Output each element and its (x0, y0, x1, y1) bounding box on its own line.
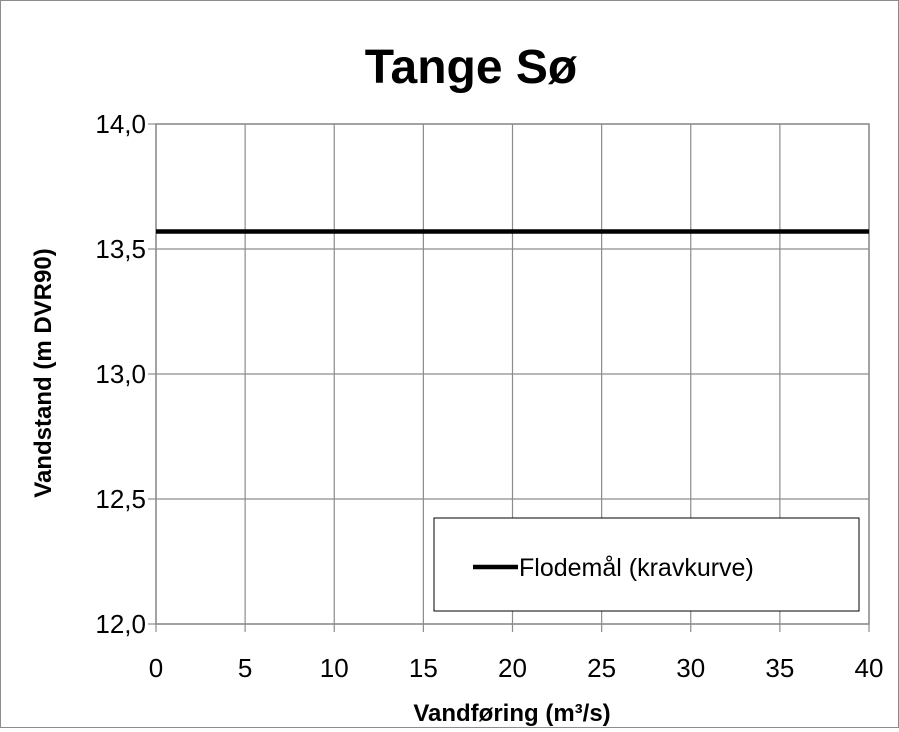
y-tick-label: 12,5 (95, 484, 146, 514)
x-tick-label: 35 (765, 653, 794, 683)
x-tick-label: 40 (855, 653, 884, 683)
x-tick-label: 10 (320, 653, 349, 683)
y-axis-label: Vandstand (m DVR90) (30, 248, 57, 497)
x-axis-ticks: 0 5 10 15 20 25 30 35 40 (149, 624, 884, 683)
x-tick-label: 25 (587, 653, 616, 683)
y-tick-label: 14,0 (95, 109, 146, 139)
y-axis-ticks: 12,0 12,5 13,0 13,5 14,0 (95, 109, 156, 639)
y-tick-label: 12,0 (95, 609, 146, 639)
y-tick-label: 13,0 (95, 359, 146, 389)
chart-title: Tange Sø (365, 41, 578, 94)
legend-entry-label: Flodemål (kravkurve) (519, 554, 754, 582)
legend: Flodemål (kravkurve) (433, 517, 860, 612)
x-tick-label: 20 (498, 653, 527, 683)
x-tick-label: 15 (409, 653, 438, 683)
x-tick-label: 5 (238, 653, 252, 683)
legend-box (433, 517, 860, 612)
y-tick-label: 13,5 (95, 234, 146, 264)
x-tick-label: 0 (149, 653, 163, 683)
x-axis-label: Vandføring (m³/s) (413, 700, 610, 727)
x-tick-label: 30 (676, 653, 705, 683)
